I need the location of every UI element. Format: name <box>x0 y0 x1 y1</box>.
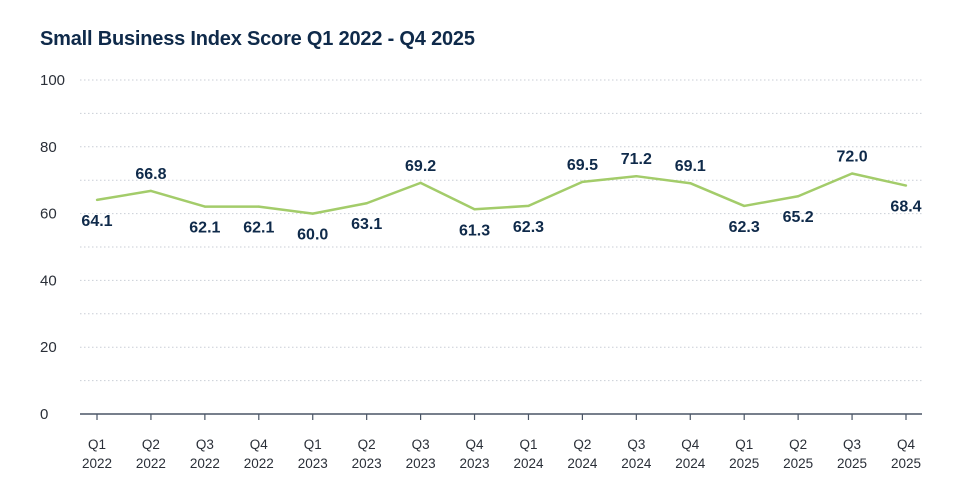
x-tick-label-quarter: Q4 <box>897 437 916 452</box>
data-label: 63.1 <box>351 216 382 233</box>
data-point <box>311 212 314 215</box>
x-tick-label-year: 2025 <box>891 456 921 471</box>
data-label: 62.3 <box>729 219 760 236</box>
series-line <box>96 172 907 215</box>
data-point <box>581 180 584 184</box>
data-point <box>95 198 99 202</box>
data-point <box>257 205 260 208</box>
y-tick-label: 60 <box>40 206 57 223</box>
x-axis-ticks: Q1 2022 Q2 2022 Q3 2022 Q4 2022 Q1 2023 Q2 2023 Q3 20… <box>82 414 921 471</box>
y-tick-label: 100 <box>40 72 65 89</box>
x-tick-label-year: 2023 <box>298 456 328 471</box>
x-tick-label-quarter: Q1 <box>304 437 322 452</box>
data-point <box>850 172 854 175</box>
x-tick-label-quarter: Q2 <box>789 437 807 452</box>
x-tick-label-quarter: Q3 <box>196 437 214 452</box>
data-label: 72.0 <box>836 149 867 166</box>
x-tick-label-quarter: Q4 <box>681 437 700 452</box>
y-tick-label: 20 <box>40 339 57 356</box>
x-tick-label-quarter: Q1 <box>519 437 537 452</box>
data-point <box>419 181 422 185</box>
data-point <box>904 184 908 187</box>
x-tick-label-year: 2023 <box>460 456 490 471</box>
x-tick-label-year: 2022 <box>82 456 112 471</box>
data-points <box>95 172 908 215</box>
x-tick-label-year: 2024 <box>513 456 544 471</box>
data-label: 66.8 <box>135 166 166 183</box>
x-tick-label-quarter: Q1 <box>735 437 753 452</box>
x-tick-label-quarter: Q4 <box>466 437 485 452</box>
data-point <box>743 204 746 208</box>
x-tick-label-year: 2022 <box>244 456 274 471</box>
data-point <box>149 189 153 193</box>
x-tick-label-quarter: Q4 <box>250 437 269 452</box>
x-tick-label-quarter: Q2 <box>573 437 591 452</box>
x-tick-label-year: 2025 <box>837 456 867 471</box>
x-tick-label-year: 2024 <box>621 456 652 471</box>
data-label: 69.2 <box>405 158 436 175</box>
x-tick-label-quarter: Q3 <box>412 437 430 452</box>
x-tick-label-year: 2024 <box>675 456 706 471</box>
data-label: 69.1 <box>675 158 706 175</box>
data-point <box>527 204 530 208</box>
x-tick-label-year: 2022 <box>136 456 166 471</box>
data-point <box>365 202 368 205</box>
y-tick-label: 80 <box>40 139 57 156</box>
data-label: 69.5 <box>567 157 598 174</box>
y-tick-label: 40 <box>40 272 57 289</box>
y-axis-ticks: 0 20 40 60 80 100 <box>40 72 65 423</box>
x-tick-label-quarter: Q2 <box>142 437 160 452</box>
data-label: 71.2 <box>621 151 652 168</box>
data-label: 62.1 <box>243 220 274 237</box>
data-label: 60.0 <box>297 227 328 244</box>
x-tick-label-quarter: Q1 <box>88 437 106 452</box>
x-tick-label-year: 2023 <box>352 456 382 471</box>
data-point <box>635 174 638 178</box>
data-label: 64.1 <box>81 213 112 230</box>
x-tick-label-year: 2025 <box>783 456 813 471</box>
data-label: 62.1 <box>189 220 220 237</box>
data-point <box>473 208 476 211</box>
data-point <box>689 182 692 185</box>
x-tick-label-quarter: Q3 <box>843 437 861 452</box>
x-tick-label-year: 2025 <box>729 456 759 471</box>
x-tick-label-quarter: Q3 <box>627 437 645 452</box>
data-label: 65.2 <box>783 209 814 226</box>
y-tick-label: 0 <box>40 406 48 423</box>
data-labels: 64.1 66.8 62.1 62.1 60.0 63.1 69.2 61.3 62.3 69.5… <box>81 149 921 244</box>
data-label: 62.3 <box>513 219 544 236</box>
grid-lines <box>80 79 922 382</box>
data-label: 61.3 <box>459 222 490 239</box>
x-tick-label-quarter: Q2 <box>358 437 376 452</box>
x-tick-label-year: 2024 <box>567 456 598 471</box>
x-tick-label-year: 2022 <box>190 456 220 471</box>
data-point <box>203 205 207 208</box>
data-point <box>796 195 800 198</box>
chart-title: Small Business Index Score Q1 2022 - Q4 … <box>40 28 475 50</box>
data-label: 68.4 <box>890 199 921 216</box>
x-tick-label-year: 2023 <box>406 456 436 471</box>
